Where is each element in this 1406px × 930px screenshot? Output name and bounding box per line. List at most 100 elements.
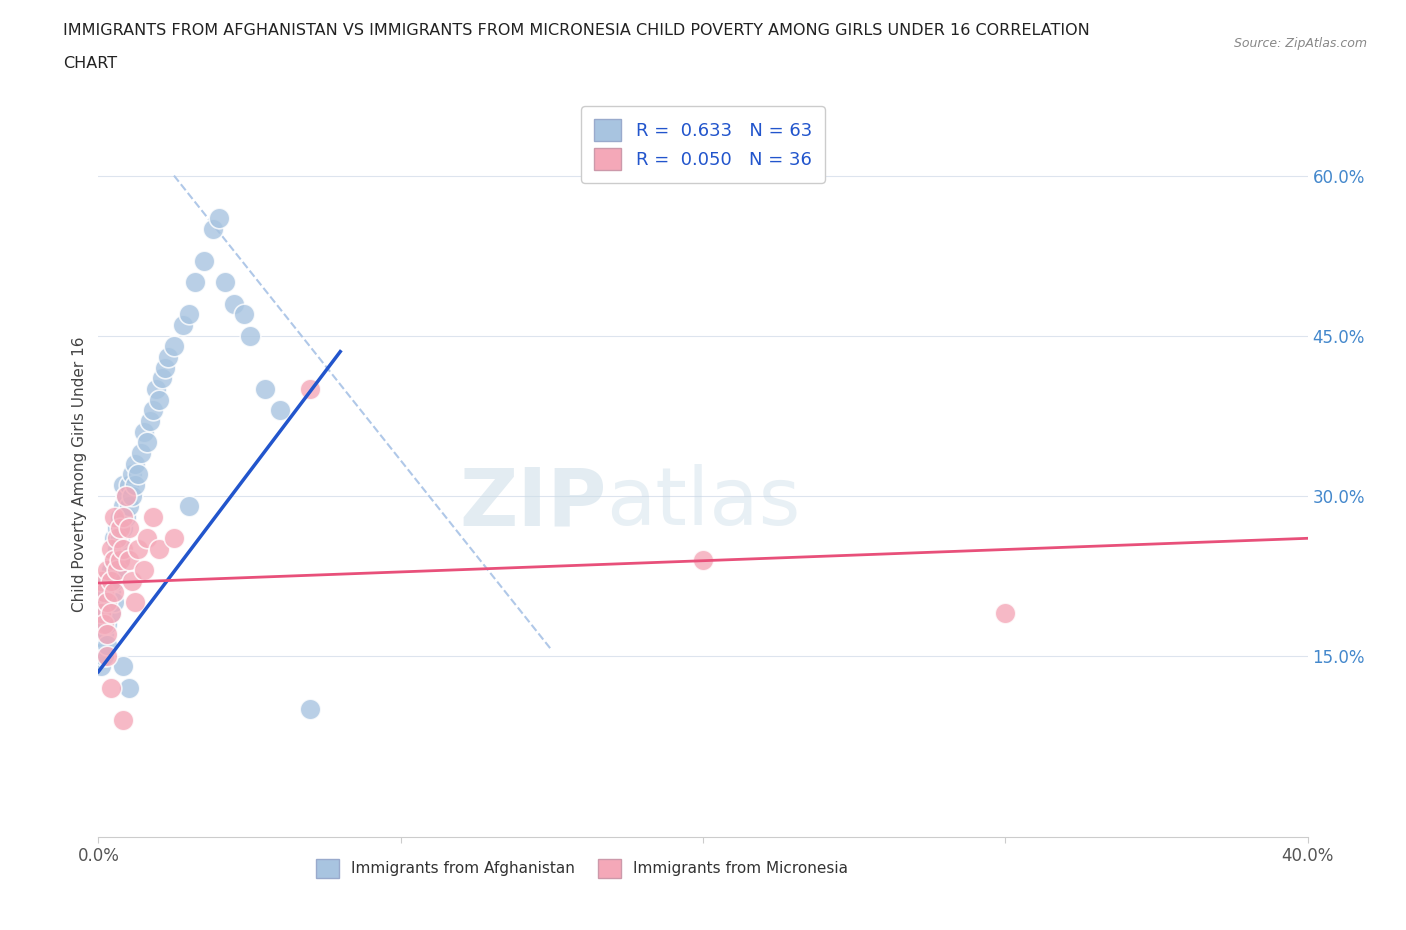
Point (93, 617, 115, 631)
Point (132, 424, 155, 439)
Point (118, 520, 141, 535)
Point (96, 638, 118, 653)
Point (96, 563, 118, 578)
Point (93, 648, 115, 663)
Point (103, 584, 125, 599)
Y-axis label: Child Poverty Among Girls Under 16: Child Poverty Among Girls Under 16 (72, 337, 87, 612)
Point (163, 531, 186, 546)
Point (96, 617, 118, 631)
Point (90, 658, 112, 673)
Point (253, 381, 276, 396)
Point (96, 574, 118, 589)
Point (105, 563, 128, 578)
Point (105, 563, 128, 578)
Point (118, 477, 141, 492)
Point (111, 510, 134, 525)
Point (132, 563, 155, 578)
Point (202, 221, 225, 236)
Point (121, 488, 143, 503)
Point (108, 552, 131, 567)
Point (156, 350, 179, 365)
Point (103, 552, 125, 567)
Point (172, 317, 194, 332)
Point (148, 392, 170, 407)
Point (93, 584, 115, 599)
Point (105, 541, 128, 556)
Point (90, 574, 112, 589)
Point (100, 605, 122, 620)
Text: atlas: atlas (606, 464, 800, 542)
Point (118, 680, 141, 695)
Point (111, 520, 134, 535)
Point (129, 445, 152, 460)
Point (103, 531, 125, 546)
Point (96, 648, 118, 663)
Point (994, 605, 1017, 620)
Point (96, 595, 118, 610)
Legend: Immigrants from Afghanistan, Immigrants from Micronesia: Immigrants from Afghanistan, Immigrants … (309, 853, 855, 884)
Point (184, 275, 207, 290)
Text: ZIP: ZIP (458, 464, 606, 542)
Point (90, 605, 112, 620)
Point (150, 371, 173, 386)
Point (179, 307, 201, 322)
Point (100, 680, 122, 695)
Text: Source: ZipAtlas.com: Source: ZipAtlas.com (1233, 37, 1367, 50)
Point (127, 467, 149, 482)
Point (163, 339, 186, 353)
Point (105, 531, 128, 546)
Point (135, 435, 157, 450)
Point (239, 328, 262, 343)
Point (108, 531, 131, 546)
Point (179, 498, 201, 513)
Point (108, 520, 131, 535)
Point (111, 477, 134, 492)
Point (93, 605, 115, 620)
Point (224, 296, 246, 311)
Point (232, 307, 254, 322)
Point (214, 275, 236, 290)
Point (114, 510, 136, 525)
Point (103, 552, 125, 567)
Point (111, 541, 134, 556)
Text: IMMIGRANTS FROM AFGHANISTAN VS IMMIGRANTS FROM MICRONESIA CHILD POVERTY AMONG GI: IMMIGRANTS FROM AFGHANISTAN VS IMMIGRANT… (63, 23, 1090, 38)
Point (208, 211, 231, 226)
Point (193, 254, 215, 269)
Point (100, 541, 122, 556)
Point (269, 403, 291, 418)
Point (100, 574, 122, 589)
Point (124, 595, 146, 610)
Point (114, 488, 136, 503)
Point (100, 584, 122, 599)
Point (111, 498, 134, 513)
Point (148, 541, 170, 556)
Point (96, 627, 118, 642)
Point (139, 414, 162, 429)
Point (93, 627, 115, 642)
Point (111, 658, 134, 673)
Point (142, 403, 165, 418)
Point (96, 595, 118, 610)
Point (692, 552, 714, 567)
Point (121, 574, 143, 589)
Point (135, 531, 157, 546)
Point (90, 638, 112, 653)
Point (299, 701, 322, 716)
Point (114, 488, 136, 503)
Point (153, 360, 176, 375)
Point (108, 552, 131, 567)
Point (118, 498, 141, 513)
Point (124, 457, 146, 472)
Point (103, 574, 125, 589)
Point (90, 617, 112, 631)
Point (105, 520, 128, 535)
Point (93, 584, 115, 599)
Point (103, 510, 125, 525)
Point (108, 510, 131, 525)
Point (142, 510, 165, 525)
Point (145, 381, 167, 396)
Point (100, 605, 122, 620)
Point (121, 467, 143, 482)
Text: CHART: CHART (63, 56, 117, 71)
Point (100, 563, 122, 578)
